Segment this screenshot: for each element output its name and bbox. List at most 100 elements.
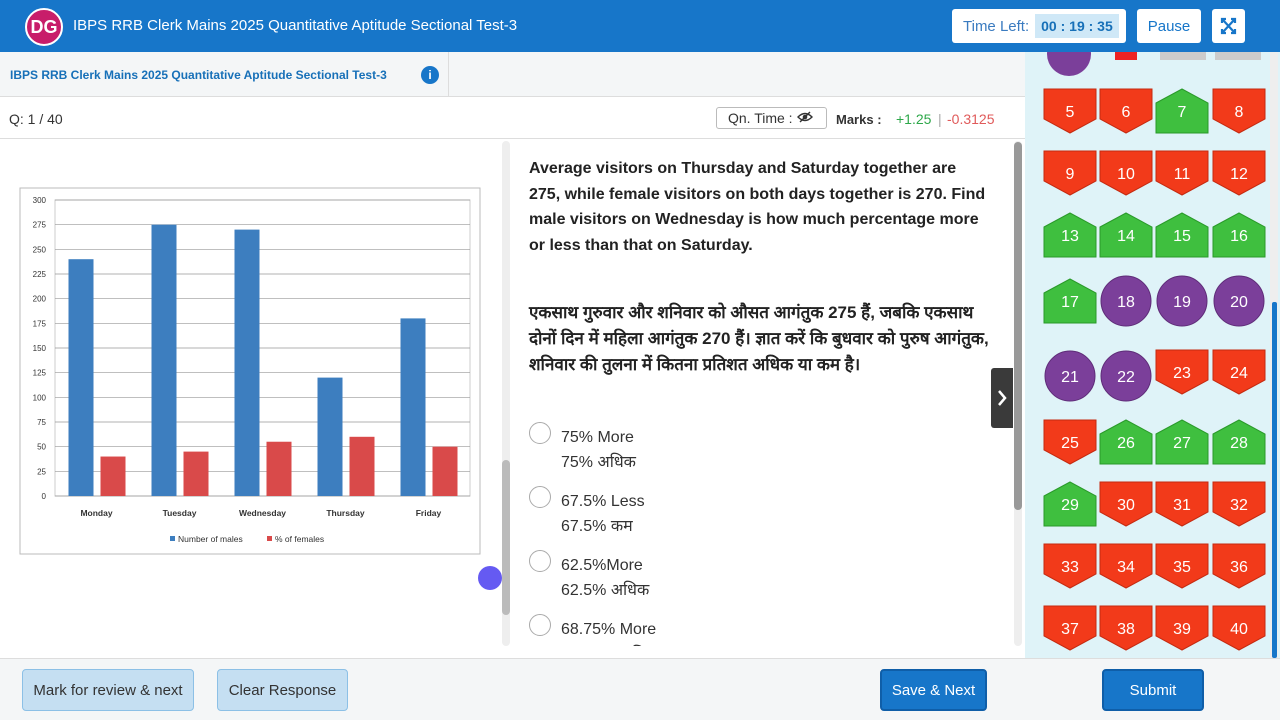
save-next-button[interactable]: Save & Next — [880, 669, 987, 711]
radio-button[interactable] — [529, 486, 551, 508]
palette-shape — [1155, 419, 1209, 465]
palette-label: 29 — [1061, 497, 1079, 514]
y-tick-label: 50 — [37, 443, 46, 452]
bar — [266, 441, 292, 496]
palette-shape — [1155, 605, 1209, 651]
palette-item[interactable]: 38 — [1099, 605, 1153, 651]
bar — [183, 451, 209, 496]
palette-item[interactable]: 37 — [1043, 605, 1097, 651]
palette-item[interactable]: 29 — [1043, 481, 1097, 527]
palette-item[interactable]: 21 — [1044, 350, 1096, 402]
palette-item[interactable]: 9 — [1043, 150, 1097, 196]
time-label: Time Left: — [963, 17, 1030, 35]
palette-item[interactable]: 11 — [1155, 150, 1209, 196]
collapse-tab[interactable] — [991, 368, 1013, 428]
x-tick-label: Friday — [416, 508, 442, 518]
option[interactable]: 68.75% More 68.75% अधिक — [529, 614, 829, 646]
scrollbar-thumb[interactable] — [1014, 142, 1022, 510]
mark-review-button[interactable]: Mark for review & next — [22, 669, 194, 711]
option-hindi: 62.5% अधिक — [561, 582, 650, 599]
palette-item[interactable]: 19 — [1156, 275, 1208, 327]
palette-item[interactable]: 13 — [1043, 212, 1097, 258]
qn-time-label: Qn. Time : — [728, 110, 793, 126]
palette-label: 20 — [1230, 294, 1248, 311]
palette-item[interactable]: 17 — [1043, 278, 1097, 324]
test-title: IBPS RRB Clerk Mains 2025 Quantitative A… — [10, 68, 387, 82]
option-hindi: 68.75% अधिक — [561, 642, 829, 646]
palette-item[interactable]: 18 — [1100, 275, 1152, 327]
palette-item[interactable]: 36 — [1212, 543, 1266, 589]
submit-button[interactable]: Submit — [1102, 669, 1204, 711]
option-hindi: 67.5% कम — [561, 518, 633, 535]
palette-item[interactable]: 26 — [1099, 419, 1153, 465]
option-english: 62.5%More — [561, 557, 643, 574]
y-tick-label: 250 — [33, 245, 47, 254]
palette-shape — [1155, 543, 1209, 589]
divider — [0, 138, 1025, 139]
y-tick-label: 100 — [33, 393, 47, 402]
option[interactable]: 75% More 75% अधिक — [529, 422, 829, 475]
palette-shape — [1212, 150, 1266, 196]
palette-shape — [1212, 605, 1266, 651]
scrollbar-thumb[interactable] — [1272, 302, 1277, 658]
clear-response-button[interactable]: Clear Response — [217, 669, 348, 711]
palette-label: 25 — [1061, 435, 1079, 452]
y-tick-label: 150 — [33, 344, 47, 353]
palette-item[interactable]: 8 — [1212, 88, 1266, 134]
palette-item[interactable]: 32 — [1212, 481, 1266, 527]
radio-button[interactable] — [529, 614, 551, 636]
option[interactable]: 67.5% Less 67.5% कम — [529, 486, 829, 539]
palette-item[interactable]: 34 — [1099, 543, 1153, 589]
marks-label: Marks : — [836, 112, 882, 127]
palette-label: 23 — [1173, 365, 1191, 382]
palette-item[interactable]: 6 — [1099, 88, 1153, 134]
palette-item[interactable]: 27 — [1155, 419, 1209, 465]
palette-label: 30 — [1117, 497, 1135, 514]
palette-shape — [1155, 150, 1209, 196]
palette-item[interactable]: 25 — [1043, 419, 1097, 465]
palette-item[interactable]: 14 — [1099, 212, 1153, 258]
time: 00 : 19 : 35 — [1035, 14, 1119, 38]
palette-item[interactable]: 35 — [1155, 543, 1209, 589]
legend-label: Number of males — [178, 534, 243, 544]
option[interactable]: 62.5%More 62.5% अधिक — [529, 550, 829, 603]
palette-item[interactable]: 40 — [1212, 605, 1266, 651]
info-icon[interactable]: i — [421, 66, 439, 84]
palette-shape — [1043, 419, 1097, 465]
palette-label: 13 — [1061, 228, 1079, 245]
palette-item[interactable]: 24 — [1212, 349, 1266, 395]
palette-shape — [1099, 605, 1153, 651]
pause-button[interactable]: Pause — [1137, 9, 1201, 43]
scrollbar-track — [502, 141, 510, 646]
palette-item[interactable]: 22 — [1100, 350, 1152, 402]
palette-item[interactable]: 12 — [1212, 150, 1266, 196]
palette-item[interactable]: 5 — [1043, 88, 1097, 134]
palette-grid: 5 6 7 8 9 10 11 12 13 14 15 16 17 18 19 20 21 22 23 24 25 26 2… — [1043, 52, 1278, 658]
palette-item[interactable]: 23 — [1155, 349, 1209, 395]
palette-item[interactable]: 7 — [1155, 88, 1209, 134]
fullscreen-button[interactable] — [1212, 9, 1245, 43]
palette-item[interactable]: 16 — [1212, 212, 1266, 258]
palette-item[interactable]: 33 — [1043, 543, 1097, 589]
palette-shape — [1099, 419, 1153, 465]
palette-label: 28 — [1230, 435, 1248, 452]
scrollbar-thumb[interactable] — [502, 460, 510, 615]
question-time[interactable]: Qn. Time : — [716, 107, 827, 129]
radio-button[interactable] — [529, 422, 551, 444]
palette-label: 15 — [1173, 228, 1191, 245]
palette-shape — [1043, 543, 1097, 589]
palette-item[interactable]: 15 — [1155, 212, 1209, 258]
palette-shape — [1099, 150, 1153, 196]
palette-item[interactable]: 39 — [1155, 605, 1209, 651]
palette-shape — [1155, 349, 1209, 395]
y-tick-label: 300 — [33, 196, 47, 205]
palette-item[interactable]: 28 — [1212, 419, 1266, 465]
bar — [68, 259, 94, 496]
fullscreen-icon — [1220, 17, 1237, 35]
palette-item[interactable]: 30 — [1099, 481, 1153, 527]
palette-item[interactable]: 10 — [1099, 150, 1153, 196]
radio-button[interactable] — [529, 550, 551, 572]
y-tick-label: 225 — [33, 270, 47, 279]
palette-item[interactable]: 31 — [1155, 481, 1209, 527]
palette-item[interactable]: 20 — [1213, 275, 1265, 327]
